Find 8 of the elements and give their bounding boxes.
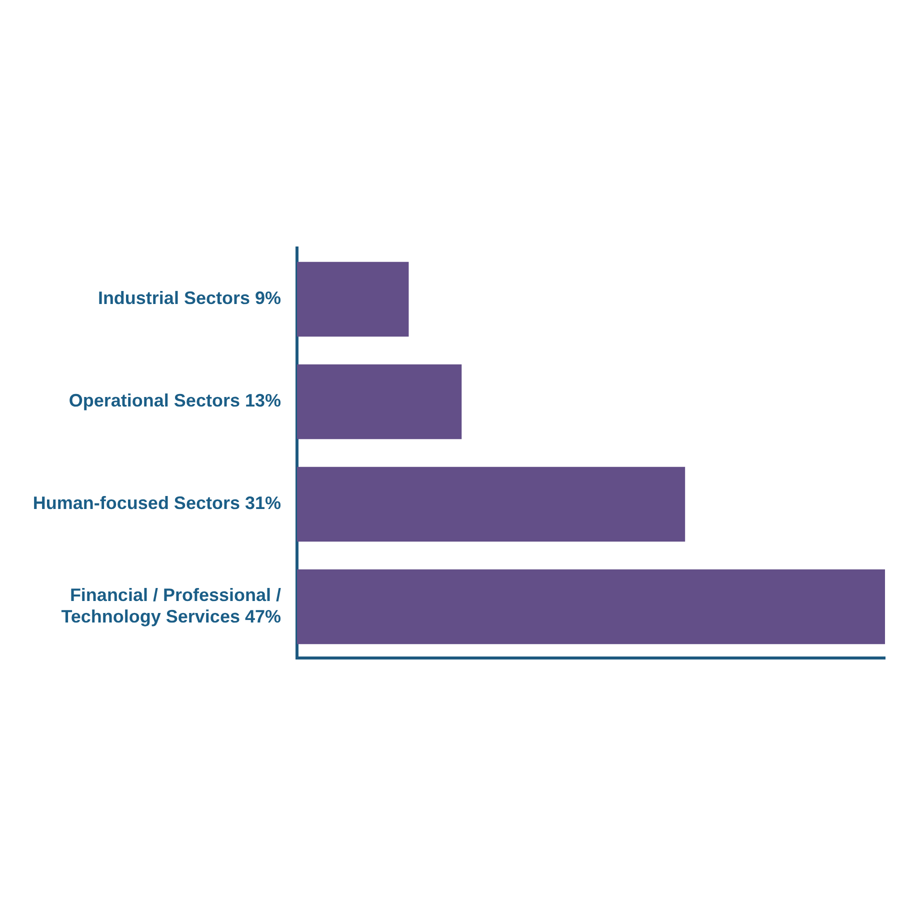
- bar: [297, 466, 686, 542]
- bar: [297, 569, 885, 644]
- y-tick-label: Operational Sectors 13%: [68, 390, 281, 411]
- bar: [297, 262, 409, 337]
- y-tick-label: Industrial Sectors 9%: [98, 288, 281, 308]
- y-tick-label: Human-focused Sectors 31%: [32, 493, 281, 514]
- bar: [297, 364, 462, 440]
- y-tick-label: Financial / Professional / Technology Services 47%: [61, 584, 281, 627]
